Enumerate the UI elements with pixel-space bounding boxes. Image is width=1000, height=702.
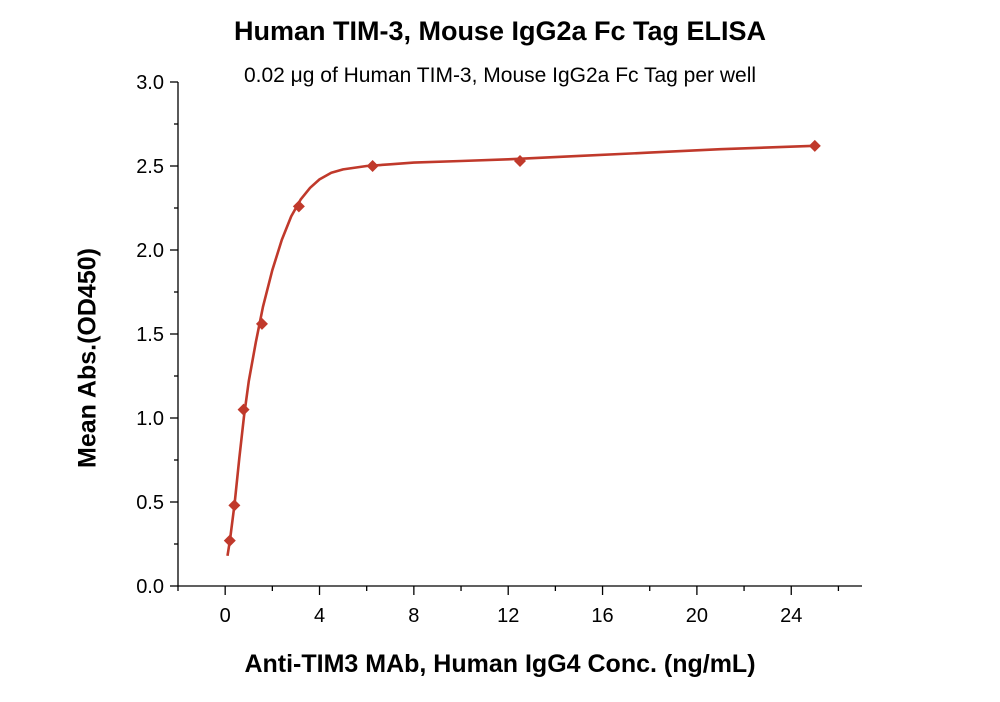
y-tick-label: 3.0 <box>136 72 164 94</box>
y-tick-label: 2.5 <box>136 156 164 178</box>
chart-title: Human TIM-3, Mouse IgG2a Fc Tag ELISA <box>233 16 767 46</box>
x-tick-label: 4 <box>314 605 325 627</box>
data-point <box>228 499 241 512</box>
x-tick-label: 20 <box>686 605 708 627</box>
fit-curve <box>226 144 815 557</box>
data-point <box>292 200 305 213</box>
data-point <box>223 534 236 547</box>
y-tick-label: 0.5 <box>136 492 164 514</box>
x-tick-label: 8 <box>408 605 419 627</box>
chart-subtitle: 0.02 μg of Human TIM-3, Mouse IgG2a Fc T… <box>243 64 757 87</box>
x-tick-label: 12 <box>497 605 519 627</box>
x-axis-label: Anti-TIM3 MAb, Human IgG4 Conc. (ng/mL) <box>244 650 756 678</box>
y-tick-label: 2.0 <box>136 240 164 262</box>
data-point <box>808 139 821 152</box>
x-tick-label: 24 <box>780 605 802 627</box>
x-tick-label: 16 <box>591 605 613 627</box>
x-tick-label: 0 <box>220 605 231 627</box>
data-point <box>255 317 268 330</box>
data-point <box>237 403 250 416</box>
data-point <box>514 154 526 167</box>
y-tick-label: 1.5 <box>136 324 164 346</box>
y-tick-label: 0.0 <box>136 576 164 598</box>
data-point <box>366 160 379 172</box>
y-tick-label: 1.0 <box>136 408 164 430</box>
